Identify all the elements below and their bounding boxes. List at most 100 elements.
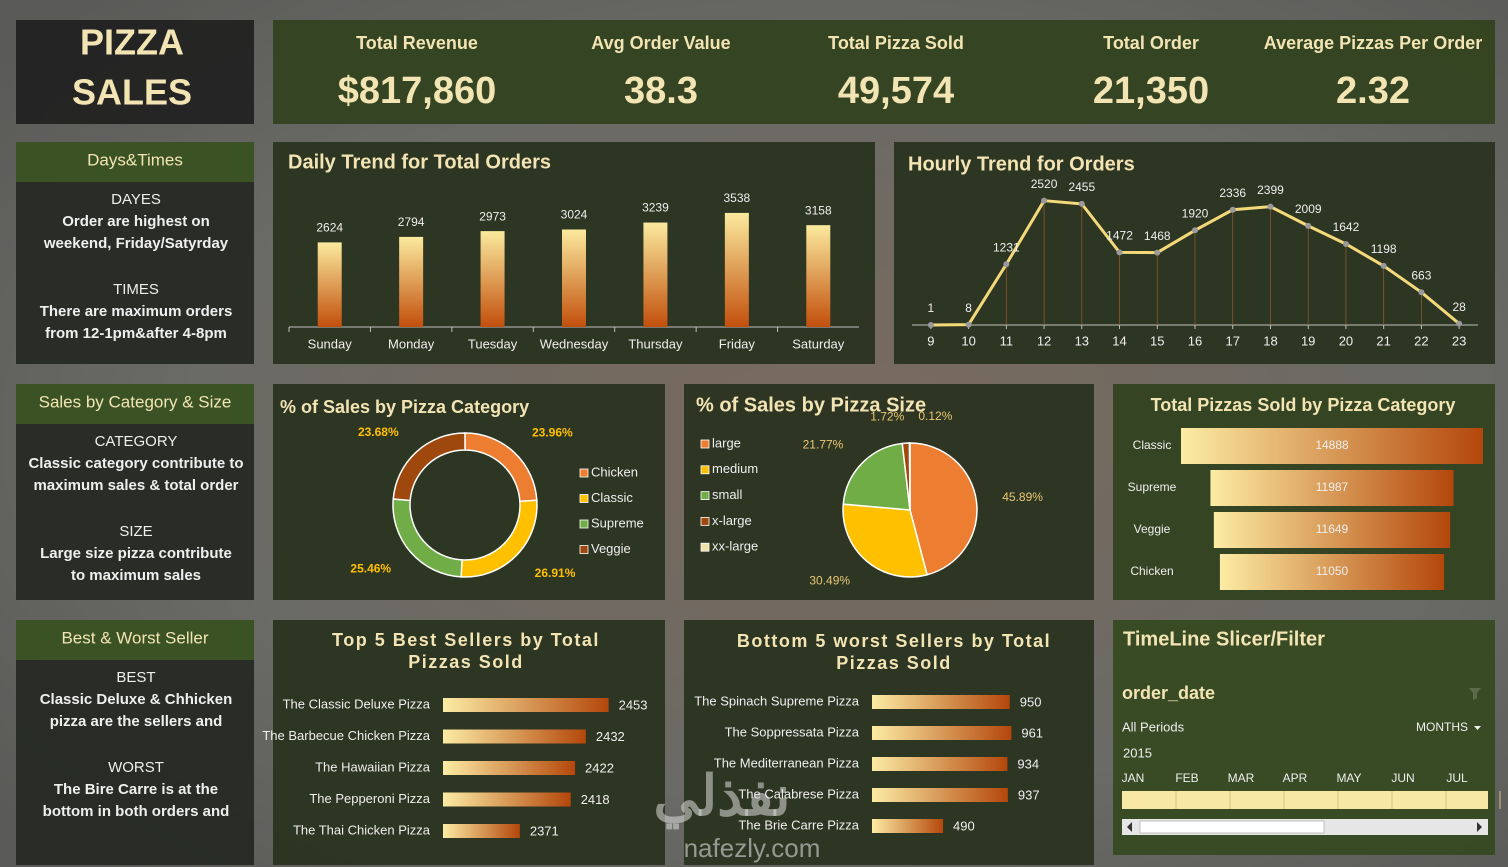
- scroll-right[interactable]: [1477, 822, 1482, 832]
- insight-header: [16, 620, 254, 660]
- category-label: The Soppressata Pizza: [725, 724, 860, 739]
- funnel-bar: [1210, 470, 1454, 506]
- chart-title: Bottom 5 worst Sellers by Total: [737, 631, 1051, 651]
- month-label[interactable]: MAY: [1336, 771, 1361, 785]
- category-label: The Calabrese Pizza: [738, 786, 859, 801]
- x-tick-label: 9: [927, 333, 934, 348]
- point: [1305, 222, 1312, 229]
- data-label: 663: [1411, 268, 1431, 282]
- data-label: 25.46%: [350, 562, 391, 576]
- slicer-level[interactable]: MONTHS: [1416, 720, 1468, 734]
- bar: [724, 212, 749, 327]
- scrollbar-thumb[interactable]: [1139, 820, 1325, 834]
- data-label: 950: [1020, 694, 1042, 709]
- legend-swatch: [579, 519, 589, 529]
- point: [1456, 320, 1463, 327]
- data-label: 14888: [1315, 438, 1349, 452]
- bar: [317, 242, 342, 327]
- data-label: 961: [1021, 725, 1043, 740]
- bar: [480, 231, 505, 327]
- slicer-title: TimeLine Slicer/Filter: [1123, 628, 1325, 650]
- title-panel: [16, 20, 254, 124]
- data-label: 2455: [1068, 180, 1095, 194]
- data-label: 2371: [530, 823, 559, 838]
- chart-title: Pizzas Sold: [836, 653, 952, 673]
- dropdown-arrow[interactable]: [1474, 726, 1481, 730]
- insight-heading: WORST: [108, 759, 164, 776]
- data-label: 2399: [1257, 183, 1284, 197]
- data-label: 30.49%: [809, 573, 850, 587]
- insight-text: weekend, Friday/Satyrday: [43, 235, 229, 252]
- data-label: 11050: [1316, 564, 1349, 578]
- insight-text: pizza are the sellers and: [50, 713, 223, 730]
- month-label[interactable]: FEB: [1175, 771, 1198, 785]
- x-tick-label: 17: [1225, 333, 1239, 348]
- x-tick-label: 15: [1150, 333, 1164, 348]
- point: [1342, 240, 1349, 247]
- bar: [399, 236, 424, 327]
- point: [927, 321, 934, 328]
- kpi-value: 49,574: [838, 70, 954, 112]
- bar: [443, 698, 609, 712]
- insight-title: Sales by Category & Size: [39, 392, 232, 411]
- point: [1267, 203, 1274, 210]
- point: [1078, 200, 1085, 207]
- data-label: 490: [953, 818, 975, 833]
- dashboard-title: SALES: [72, 72, 192, 113]
- kpi-value: 21,350: [1093, 70, 1209, 112]
- insight-text: Order are highest on: [62, 213, 210, 230]
- bar: [872, 757, 1008, 771]
- month-label[interactable]: APR: [1283, 771, 1308, 785]
- insight-heading: SIZE: [119, 523, 152, 540]
- legend-label: Chicken: [591, 464, 638, 479]
- category-label: The Hawaiian Pizza: [315, 759, 431, 774]
- data-label: 23.96%: [532, 426, 573, 440]
- insight-title: Best & Worst Seller: [61, 628, 208, 647]
- kpi-value: 38.3: [624, 70, 698, 112]
- data-label: 28: [1452, 300, 1466, 314]
- data-label: 2432: [596, 729, 625, 744]
- kpi-panel: [273, 20, 1495, 124]
- x-tick-label: 10: [961, 333, 975, 348]
- x-tick-label: 23: [1452, 333, 1466, 348]
- x-tick-label: 12: [1037, 333, 1051, 348]
- timeline-bar[interactable]: [1122, 791, 1488, 809]
- data-label: 23.68%: [358, 425, 399, 439]
- insight-text: to maximum sales: [71, 567, 201, 584]
- data-label: 2973: [479, 209, 506, 223]
- x-tick-label: 11: [1000, 333, 1014, 348]
- month-label[interactable]: JAN: [1122, 771, 1145, 785]
- data-label: 3538: [724, 191, 751, 205]
- data-label: 2418: [581, 792, 610, 807]
- kpi-label: Total Pizza Sold: [828, 33, 964, 53]
- legend-label: large: [712, 435, 741, 450]
- category-label: Chicken: [1130, 564, 1173, 578]
- legend-label: medium: [712, 461, 758, 476]
- month-label[interactable]: JUN: [1391, 771, 1414, 785]
- chart-title: Daily Trend for Total Orders: [288, 151, 551, 173]
- scroll-left[interactable]: [1127, 822, 1132, 832]
- chart-title: Total Pizzas Sold by Pizza Category: [1151, 395, 1456, 415]
- insight-text: from 12-1pm&after 4-8pm: [45, 325, 227, 342]
- insight-text: bottom in both orders and: [43, 803, 230, 820]
- category-label: The Brie Carre Pizza: [738, 817, 859, 832]
- category-label: The Mediterranean Pizza: [714, 755, 860, 770]
- x-tick-label: 19: [1301, 333, 1315, 348]
- month-label[interactable]: JUL: [1446, 771, 1468, 785]
- point: [1229, 206, 1236, 213]
- insight-text: Large size pizza contribute: [40, 545, 232, 562]
- kpi-value: 2.32: [1336, 70, 1410, 112]
- data-label: 1920: [1182, 206, 1209, 220]
- category-label: Classic: [1133, 438, 1172, 452]
- bar: [443, 792, 571, 807]
- timeline-panel: [1113, 620, 1495, 855]
- month-label[interactable]: MAR: [1228, 771, 1255, 785]
- chart-title: % of Sales by Pizza Category: [280, 397, 529, 417]
- funnel-bar: [1213, 512, 1451, 548]
- x-tick-label: Friday: [719, 336, 756, 351]
- legend-swatch: [700, 465, 710, 475]
- data-label: 1468: [1144, 229, 1171, 243]
- legend-swatch: [700, 439, 710, 449]
